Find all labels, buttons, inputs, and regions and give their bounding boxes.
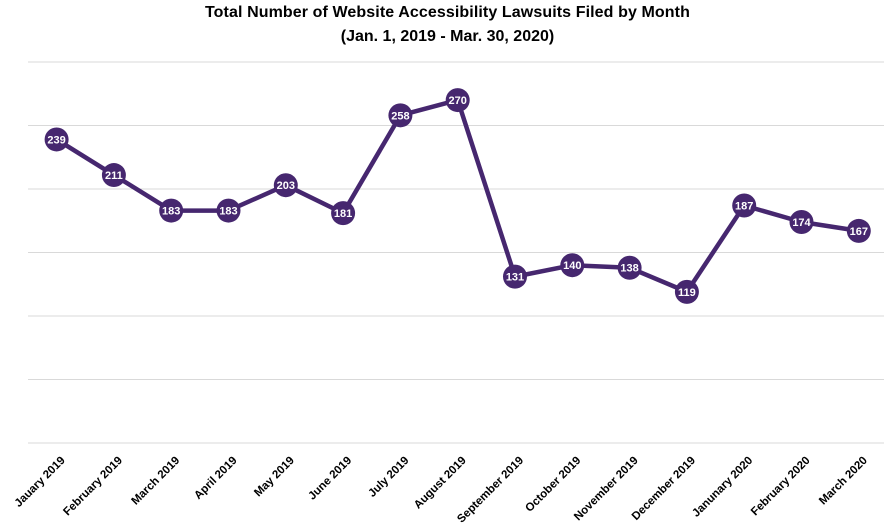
x-axis-label: October 2019 (523, 455, 583, 515)
data-point-label: 211 (105, 170, 123, 182)
x-axis-label: March 2019 (130, 455, 183, 508)
x-axis-label: December 2019 (630, 455, 698, 523)
data-point-label: 167 (850, 226, 868, 238)
data-point-label: 131 (506, 272, 524, 284)
x-axis-label: February 2020 (749, 455, 813, 519)
data-point-marker (388, 103, 413, 128)
data-point-marker (732, 193, 757, 218)
x-axis-label: Janunary 2020 (690, 455, 755, 520)
x-axis-label: May 2019 (252, 455, 297, 500)
x-axis-label: April 2019 (192, 455, 239, 502)
data-point-marker (44, 127, 69, 152)
x-axis-label: June 2019 (306, 455, 354, 503)
data-point-label: 258 (391, 110, 409, 122)
data-point-label: 270 (449, 95, 467, 107)
data-point-label: 239 (47, 134, 65, 146)
data-point-label: 119 (678, 287, 696, 299)
data-point-marker (101, 163, 126, 188)
data-point-label: 187 (735, 200, 753, 212)
data-point-marker (273, 173, 298, 198)
x-axis-label: March 2020 (817, 455, 870, 508)
x-axis-label: February 2019 (61, 455, 125, 519)
x-axis-label: August 2019 (412, 455, 469, 512)
data-point-marker (674, 279, 699, 304)
data-point-label: 181 (334, 208, 352, 220)
data-point-marker (331, 201, 356, 226)
data-point-label: 203 (277, 180, 295, 192)
data-point-marker (216, 198, 241, 223)
data-point-marker (846, 218, 871, 243)
data-point-marker (617, 255, 642, 280)
chart-subtitle: (Jan. 1, 2019 - Mar. 30, 2020) (340, 28, 555, 45)
data-point-marker (560, 253, 585, 278)
data-point-label: 183 (162, 206, 180, 218)
x-axis-label: Jauary 2019 (13, 455, 68, 510)
data-point-label: 138 (620, 263, 638, 275)
x-axis-label: July 2019 (366, 455, 411, 500)
data-point-label: 183 (219, 206, 237, 218)
chart-title: Total Number of Website Accessibility La… (205, 4, 690, 21)
data-point-marker (159, 198, 184, 223)
data-point-marker (445, 88, 470, 113)
data-point-marker (503, 264, 527, 289)
data-point-marker (789, 210, 814, 235)
data-point-label: 174 (792, 217, 811, 229)
data-point-label: 140 (563, 260, 581, 272)
